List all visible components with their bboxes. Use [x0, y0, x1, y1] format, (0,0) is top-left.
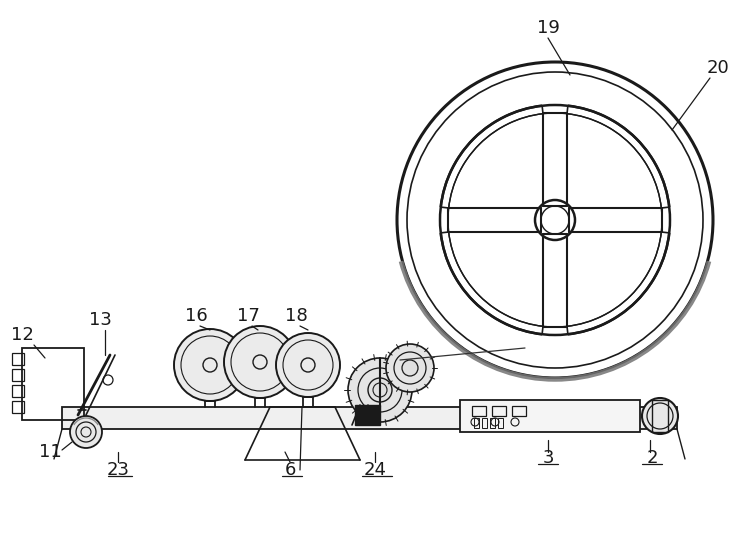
Bar: [474, 418, 479, 428]
Bar: [22, 348, 84, 420]
Text: 3: 3: [542, 449, 554, 467]
Circle shape: [368, 378, 392, 402]
Bar: [460, 400, 640, 432]
Text: 18: 18: [285, 307, 307, 325]
Text: 2: 2: [646, 449, 657, 467]
Bar: [12, 353, 24, 365]
Text: 17: 17: [237, 307, 260, 325]
Circle shape: [70, 416, 102, 448]
Circle shape: [276, 333, 340, 397]
Circle shape: [174, 329, 246, 401]
Bar: [472, 406, 486, 416]
Bar: [512, 406, 526, 416]
Text: 23: 23: [107, 461, 130, 479]
Bar: [12, 401, 24, 413]
Circle shape: [224, 326, 296, 398]
Text: 13: 13: [88, 311, 111, 329]
Text: 12: 12: [10, 326, 33, 344]
Circle shape: [386, 344, 434, 392]
Bar: [492, 406, 506, 416]
Bar: [498, 418, 503, 428]
Bar: [482, 418, 487, 428]
Bar: [62, 407, 677, 429]
Bar: [355, 405, 380, 425]
Bar: [490, 418, 495, 428]
Bar: [652, 400, 668, 432]
Text: 16: 16: [185, 307, 207, 325]
Bar: [12, 369, 24, 381]
Text: 20: 20: [706, 59, 729, 77]
Circle shape: [402, 360, 418, 376]
Text: 6: 6: [284, 461, 296, 479]
Circle shape: [642, 398, 678, 434]
Bar: [12, 385, 24, 397]
Circle shape: [348, 358, 412, 422]
Text: 11: 11: [39, 443, 62, 461]
Text: 24: 24: [364, 461, 387, 479]
Text: 19: 19: [536, 19, 559, 37]
